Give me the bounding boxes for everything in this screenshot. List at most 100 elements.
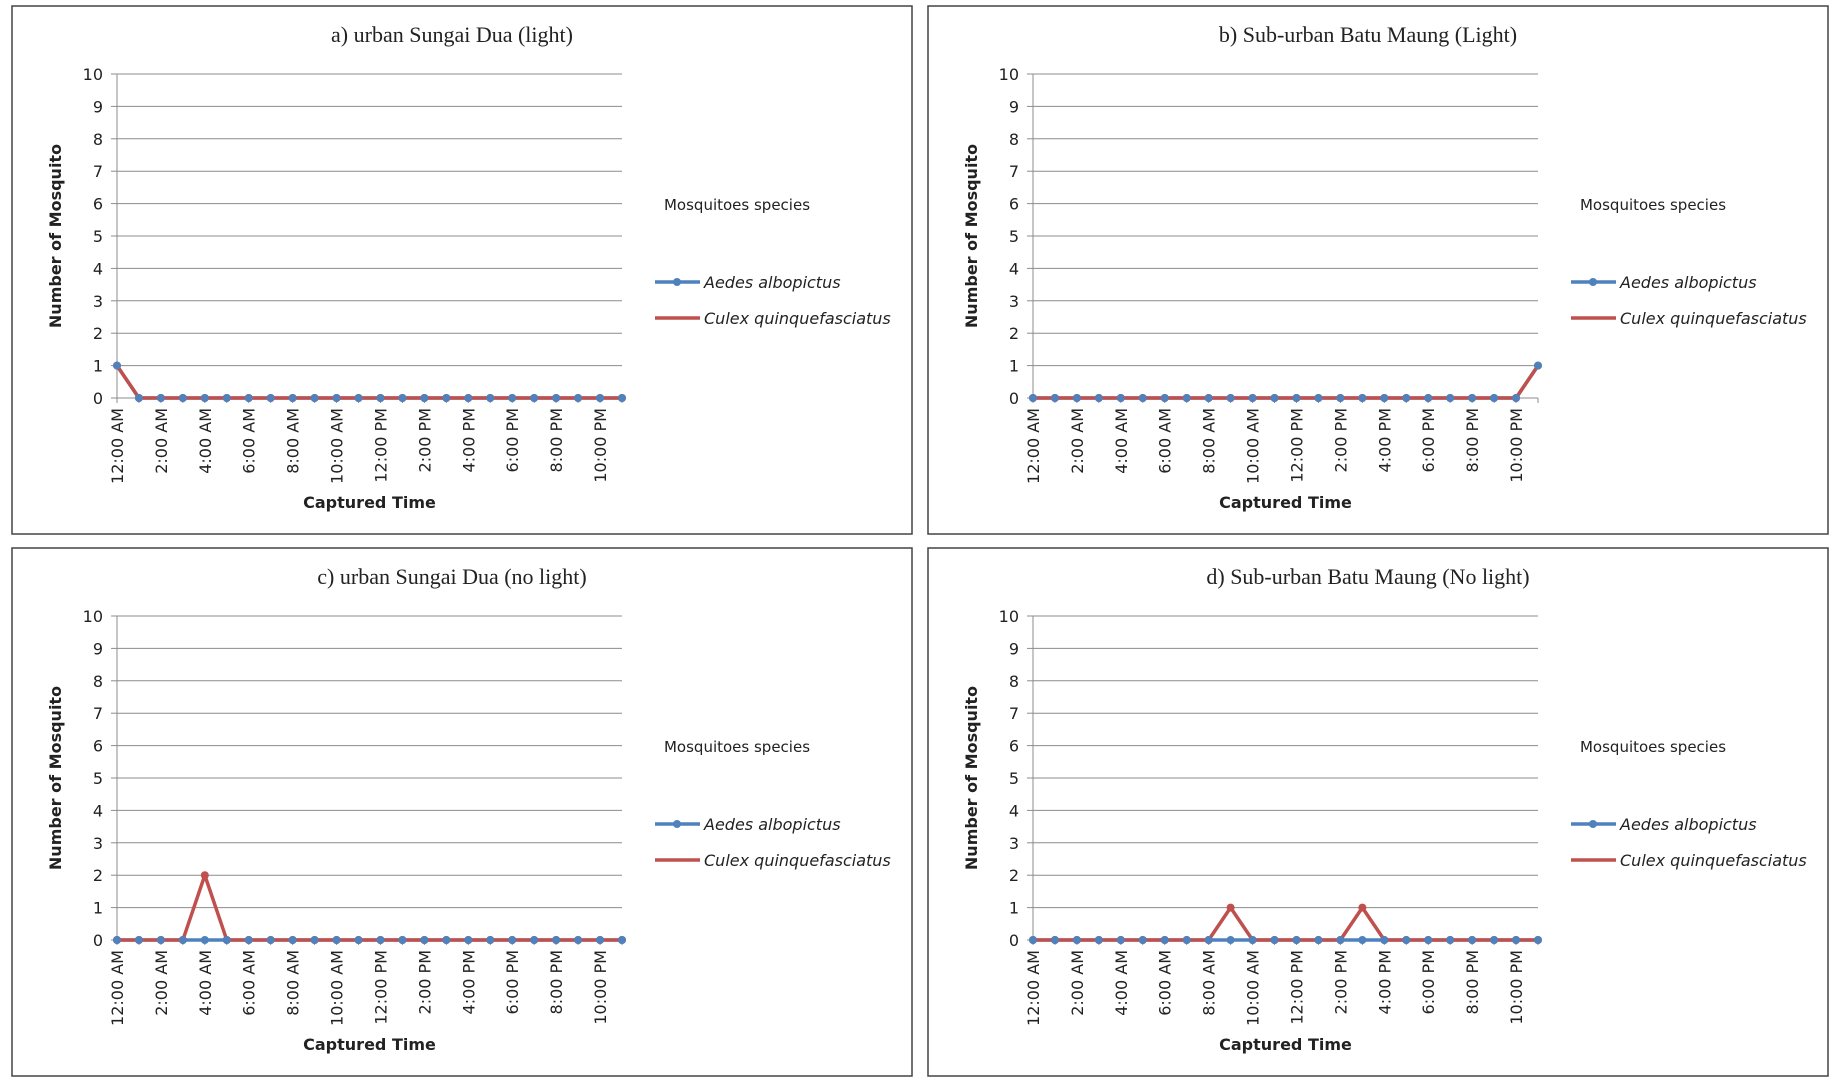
data-point [310, 394, 319, 402]
data-point [420, 936, 429, 944]
legend-title-box: Mosquitoes species [663, 196, 811, 214]
x-axis-label: Captured Time [1219, 493, 1352, 512]
y-tick-label: 6 [1009, 195, 1019, 214]
legend-title: Mosquitoes species [1579, 738, 1727, 756]
data-point [1292, 394, 1301, 402]
y-tick-label: 3 [1009, 834, 1019, 853]
x-tick-label: 10:00 PM [1507, 408, 1526, 483]
data-point [1204, 936, 1213, 944]
chart-panel: a) urban Sungai Dua (light) 0 1 2 3 4 5 6 7 8 9 10 1… [11, 5, 913, 535]
y-tick-label: 4 [93, 259, 103, 278]
x-tick-label: 10:00 PM [591, 408, 610, 483]
y-tick-label: 10 [999, 65, 1019, 84]
data-point [1468, 394, 1477, 402]
data-point [222, 936, 231, 944]
legend-label: Culex quinquefasciatus [1620, 851, 1807, 870]
data-point [1424, 936, 1433, 944]
data-point [1314, 936, 1323, 944]
data-point [1380, 394, 1389, 402]
data-point [288, 936, 297, 944]
y-tick-label: 3 [1009, 292, 1019, 311]
data-point [1336, 936, 1345, 944]
data-point [266, 394, 275, 402]
y-tick-label: 7 [93, 162, 103, 181]
y-tick-label: 1 [93, 357, 103, 376]
data-point [1358, 394, 1367, 402]
legend-title: Mosquitoes species [1579, 196, 1727, 214]
legend-label: Aedes albopictus [703, 815, 841, 834]
legend-title: Mosquitoes species [663, 196, 811, 214]
data-point [1270, 936, 1279, 944]
x-tick-label: 10:00 PM [591, 950, 610, 1025]
chart-title: a) urban Sungai Dua (light) [331, 22, 573, 47]
y-tick-label: 5 [1009, 227, 1019, 246]
data-point [1314, 394, 1323, 402]
x-tick-label: 4:00 AM [196, 950, 215, 1016]
data-point [134, 394, 143, 402]
data-point [1094, 936, 1103, 944]
x-tick-label: 12:00 PM [371, 950, 390, 1025]
data-point [1424, 394, 1433, 402]
data-point [552, 394, 561, 402]
data-point [1446, 394, 1455, 402]
series-line [1033, 364, 1540, 400]
y-tick-label: 2 [1009, 324, 1019, 343]
data-point [113, 361, 121, 370]
chart-panel: d) Sub-urban Batu Maung (No light) 0 1 2 3 4 5… [927, 547, 1829, 1077]
legend-title-box: Mosquitoes species [1579, 738, 1727, 756]
y-tick-label: 0 [93, 931, 103, 950]
data-point [376, 394, 385, 402]
data-point [1512, 394, 1521, 402]
x-tick-label: 4:00 AM [1112, 950, 1131, 1016]
x-tick-label: 2:00 AM [152, 408, 171, 474]
x-tick-label: 8:00 AM [284, 950, 303, 1016]
data-point [1512, 936, 1521, 944]
x-tick-label: 8:00 AM [284, 408, 303, 474]
y-tick-label: 4 [1009, 259, 1019, 278]
data-point [1182, 394, 1191, 402]
data-point [1138, 936, 1147, 944]
x-tick-label: 12:00 PM [371, 408, 390, 483]
data-point [354, 394, 363, 402]
data-point [244, 394, 253, 402]
y-tick-label: 1 [1009, 357, 1019, 376]
data-point [442, 936, 451, 944]
y-tick-label: 3 [93, 834, 103, 853]
data-point [618, 936, 626, 944]
x-tick-label: 10:00 AM [328, 950, 347, 1026]
x-tick-label: 4:00 PM [459, 950, 478, 1014]
y-tick-label: 6 [93, 737, 103, 756]
y-tick-label: 9 [93, 97, 103, 116]
x-tick-label: 8:00 PM [547, 408, 566, 472]
y-tick-label: 10 [999, 607, 1019, 626]
data-point [1094, 394, 1103, 402]
y-tick-label: 2 [1009, 866, 1019, 885]
x-tick-label: 6:00 PM [503, 950, 522, 1014]
data-point [1534, 361, 1542, 370]
x-tick-label: 6:00 AM [240, 408, 259, 474]
data-point [1534, 936, 1542, 944]
data-point [310, 936, 319, 944]
data-point [222, 394, 231, 402]
x-tick-label: 10:00 PM [1507, 950, 1526, 1025]
legend-label: Culex quinquefasciatus [704, 851, 891, 870]
y-tick-label: 3 [93, 292, 103, 311]
y-tick-label: 9 [1009, 97, 1019, 116]
data-point [574, 936, 583, 944]
data-point [1402, 394, 1411, 402]
data-point [134, 936, 143, 944]
data-point [1468, 936, 1477, 944]
data-point [574, 394, 583, 402]
data-point [1116, 936, 1125, 944]
data-point [596, 394, 605, 402]
y-tick-label: 0 [1009, 931, 1019, 950]
data-point [1029, 394, 1037, 402]
y-tick-label: 1 [93, 899, 103, 918]
data-point [1138, 394, 1147, 402]
x-tick-label: 4:00 PM [459, 408, 478, 472]
y-tick-label: 6 [93, 195, 103, 214]
data-point [508, 936, 517, 944]
data-point [1204, 394, 1213, 402]
